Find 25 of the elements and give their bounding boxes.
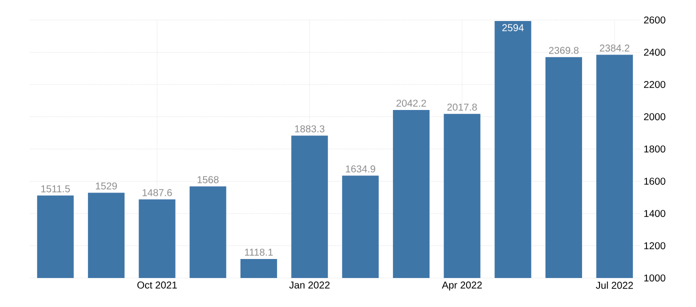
- data-label: 1511.5: [41, 185, 70, 192]
- x-tick-label: Jul 2022: [596, 282, 633, 289]
- data-label: 1883.3: [295, 125, 324, 132]
- x-tick-label: Jan 2022: [289, 282, 330, 289]
- data-label: 2369.8: [549, 46, 579, 54]
- data-label: 2017.8: [447, 104, 477, 111]
- y-tick-label: 2000: [644, 113, 666, 120]
- data-label: 2594: [502, 24, 524, 32]
- x-tick-label: Oct 2021: [137, 282, 177, 289]
- y-tick-label: 1400: [644, 210, 666, 218]
- data-label: 1568: [198, 176, 219, 184]
- y-tick-label: 2200: [644, 80, 666, 88]
- data-label: 2384.2: [600, 44, 630, 52]
- y-tick-label: 1600: [644, 178, 666, 185]
- y-tick-label: 2600: [644, 16, 666, 24]
- y-tick-label: 1000: [644, 274, 666, 282]
- data-label: 1634.9: [346, 165, 376, 172]
- y-tick-label: 1200: [644, 242, 666, 250]
- data-label: 1487.6: [142, 189, 172, 196]
- data-label: 2042.2: [396, 100, 426, 107]
- data-label: 1118.1: [245, 248, 273, 256]
- y-tick-label: 2400: [644, 48, 666, 56]
- y-tick-label: 1800: [644, 145, 666, 153]
- x-tick-label: Apr 2022: [442, 282, 482, 291]
- data-label: 1529: [96, 182, 117, 190]
